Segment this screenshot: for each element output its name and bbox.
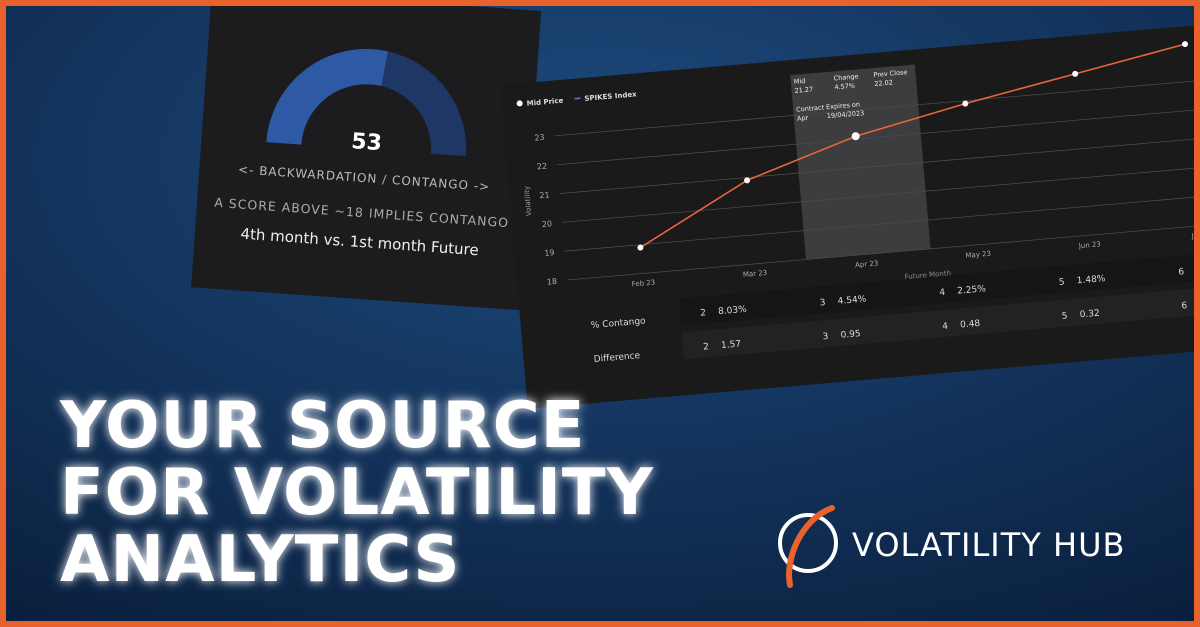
logo-swoosh [786, 505, 835, 588]
table-cell: 2 [703, 342, 710, 352]
grid-line [556, 100, 1194, 166]
y-tick-label: 23 [534, 133, 545, 143]
x-tick-label: Mar 23 [743, 269, 768, 279]
data-point [744, 177, 751, 184]
legend-marker [516, 100, 523, 107]
data-point [851, 132, 860, 141]
x-tick-label: Feb 23 [631, 278, 655, 288]
table-cell: 2.25% [957, 284, 987, 296]
tooltip-label: Mid [793, 77, 805, 86]
data-point [1072, 70, 1079, 77]
table-cell: 4.54% [837, 294, 867, 306]
legend-item: Mid Price [516, 97, 564, 108]
table-cell: 5 [1059, 278, 1066, 288]
table-cell: 1.48% [1076, 274, 1106, 286]
row-label: Difference [593, 351, 641, 365]
grid-line [554, 71, 1194, 137]
tooltip-value: 21.27 [794, 85, 813, 95]
table-cell: 0.95 [840, 329, 861, 341]
headline-line: YOUR SOURCE [59, 389, 585, 463]
logo-ring [778, 513, 838, 573]
tooltip-value: Apr [797, 114, 809, 123]
table-cell: 3 [822, 332, 829, 342]
table-cell: 8.03% [718, 305, 748, 317]
grid-line [566, 215, 1194, 281]
data-point [962, 100, 969, 107]
headline-line: ANALYTICS [60, 523, 461, 597]
x-tick-label: Apr 23 [855, 259, 879, 269]
y-tick-label: 22 [537, 162, 548, 172]
gauge-card: 53 <- BACKWARDATION / CONTANGO -> A SCOR… [191, 6, 542, 311]
legend-marker [574, 97, 581, 100]
table-cell: 1.57 [721, 339, 742, 351]
table-cell: 3 [819, 298, 826, 308]
grid-line [559, 129, 1194, 194]
brand: VOLATILITY HUB [852, 526, 1125, 564]
table-cell: 4 [939, 288, 946, 298]
y-axis-label: Volatility [523, 186, 534, 217]
y-tick-label: 18 [546, 277, 557, 287]
tooltip-value: 19/04/2023 [827, 109, 865, 120]
tooltip-label: Prev Close [873, 68, 908, 79]
series-line [639, 43, 1186, 249]
table-cell: 0.48 [960, 319, 981, 331]
card [191, 6, 542, 311]
table-row-bg [678, 243, 1194, 326]
x-tick-label: Jun 23 [1078, 240, 1102, 250]
grid-line [561, 157, 1194, 223]
row-label: % Contango [591, 316, 647, 331]
data-point [637, 244, 644, 251]
table-cell: 2 [700, 308, 707, 318]
grid-line [564, 186, 1194, 252]
headline-line: FOR VOLATILITY [60, 456, 654, 530]
data-point [1182, 41, 1189, 48]
y-tick-label: 20 [542, 219, 553, 229]
tooltip-label: Change [833, 72, 858, 82]
tooltip-value: 4.57% [834, 82, 855, 92]
table-cell: 6 [1178, 267, 1185, 277]
gauge-arc-rest [381, 51, 467, 157]
y-tick-label: 21 [539, 190, 550, 200]
table-cell: 4 [942, 322, 949, 332]
x-tick-label: Jul 23 [1190, 231, 1200, 241]
table-cell: 0.32 [1079, 309, 1100, 321]
tooltip-label: Contract [796, 103, 825, 113]
x-axis-label: Future Month [904, 269, 951, 281]
logo: VOLATILITY HUB [778, 505, 1125, 588]
hover-band [790, 64, 931, 260]
gauge-arc-fill [266, 49, 389, 145]
gauge-value: 53 [350, 129, 382, 156]
x-tick-label: May 23 [965, 250, 991, 260]
table-cell: 6 [1181, 301, 1188, 311]
table-row-bg [681, 277, 1194, 360]
legend-label: Mid Price [526, 97, 563, 108]
table-cell: 5 [1061, 311, 1068, 321]
y-tick-label: 19 [544, 248, 555, 258]
tooltip-label: Expires on [826, 100, 861, 111]
tooltip-value: 22.02 [874, 78, 893, 88]
